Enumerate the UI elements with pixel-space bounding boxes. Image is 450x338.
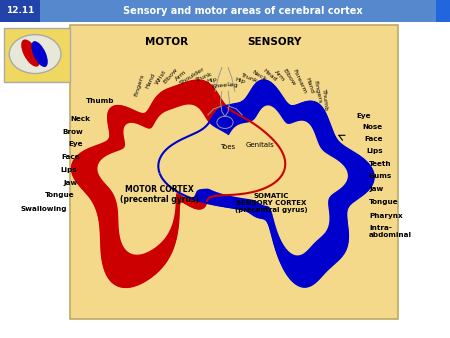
Text: Fingers: Fingers [134, 74, 145, 97]
Text: MOTOR CORTEX
(precentral gyrus): MOTOR CORTEX (precentral gyrus) [120, 185, 199, 204]
Text: Hip: Hip [234, 77, 246, 84]
Text: MOTOR: MOTOR [145, 37, 188, 47]
FancyBboxPatch shape [436, 0, 450, 22]
Text: Tongue: Tongue [45, 192, 75, 198]
Text: Face: Face [364, 136, 383, 142]
Text: Elbow: Elbow [163, 67, 179, 84]
Text: Arm: Arm [273, 69, 286, 82]
Text: Pharynx: Pharynx [369, 213, 403, 219]
Text: Thumb: Thumb [86, 98, 115, 104]
Text: Hip: Hip [207, 77, 218, 84]
Text: Leg: Leg [226, 82, 238, 88]
Text: Brow: Brow [63, 129, 83, 135]
Text: Trunk: Trunk [239, 72, 257, 83]
Text: Eye: Eye [69, 141, 83, 147]
Text: Genitals: Genitals [246, 142, 274, 148]
FancyBboxPatch shape [0, 0, 450, 22]
Text: Swallowing: Swallowing [20, 206, 67, 212]
Text: SOMATIC
SENSORY CORTEX
(precentral gyrus): SOMATIC SENSORY CORTEX (precentral gyrus… [234, 193, 307, 213]
Text: Head: Head [262, 68, 278, 82]
Polygon shape [98, 105, 252, 254]
Text: Neck: Neck [70, 116, 90, 122]
Text: Toes: Toes [220, 144, 235, 150]
Ellipse shape [9, 34, 61, 74]
Text: Fingers: Fingers [313, 80, 322, 104]
Text: Face: Face [62, 154, 80, 160]
Text: SENSORY: SENSORY [248, 37, 302, 47]
Text: 12.11: 12.11 [5, 6, 34, 15]
Polygon shape [192, 106, 347, 255]
Polygon shape [158, 80, 374, 287]
Text: Hand: Hand [304, 77, 314, 95]
Text: Elbow: Elbow [282, 68, 297, 87]
Text: Neck: Neck [251, 69, 267, 82]
Ellipse shape [21, 40, 40, 67]
Polygon shape [72, 80, 285, 287]
Text: Wrist: Wrist [154, 69, 167, 86]
Text: Shoulder: Shoulder [179, 66, 206, 86]
Text: Lips: Lips [366, 148, 383, 154]
Text: Hand: Hand [145, 72, 157, 90]
Text: Lips: Lips [61, 167, 77, 173]
Text: Thumb: Thumb [321, 88, 329, 111]
Text: Gums: Gums [369, 173, 392, 179]
Text: Eye: Eye [356, 113, 371, 119]
Text: Trunk: Trunk [194, 72, 212, 83]
Text: Knee: Knee [212, 82, 228, 89]
FancyBboxPatch shape [0, 0, 40, 22]
Text: Teeth: Teeth [369, 161, 392, 167]
Text: Arm: Arm [175, 69, 188, 81]
Text: Nose: Nose [363, 124, 383, 130]
Text: Jaw: Jaw [369, 186, 383, 192]
Text: Jaw: Jaw [63, 179, 77, 186]
Ellipse shape [32, 41, 48, 67]
Text: Intra-
abdominal: Intra- abdominal [369, 225, 412, 238]
FancyBboxPatch shape [4, 28, 70, 82]
FancyBboxPatch shape [70, 25, 398, 319]
Text: Tongue: Tongue [369, 199, 399, 205]
Text: Forearm: Forearm [292, 68, 308, 94]
Text: Sensory and motor areas of cerebral cortex: Sensory and motor areas of cerebral cort… [123, 6, 363, 16]
